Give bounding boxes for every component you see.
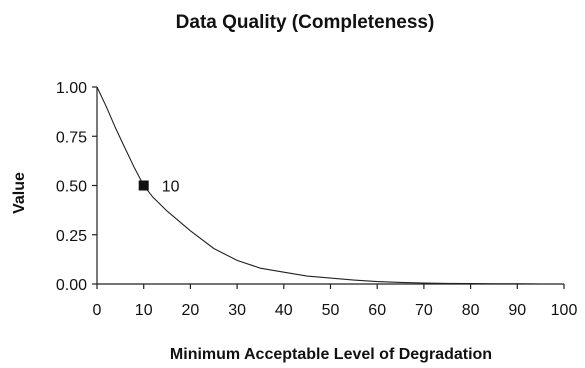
x-tick-label: 30 [228, 302, 246, 319]
x-ticks: 0 10 20 30 40 50 60 70 80 90 100 [93, 284, 578, 319]
plot-area: 0.00 0.25 0.50 0.75 1.00 0 10 20 30 40 50 60 70 80 90… [56, 80, 578, 319]
x-tick-label: 20 [182, 302, 200, 319]
y-axis-label: Value [11, 172, 28, 214]
y-tick-label: 1.00 [56, 80, 87, 97]
x-axis-label: Minimum Acceptable Level of Degradation [170, 346, 492, 363]
y-ticks: 0.00 0.25 0.50 0.75 1.00 [56, 80, 97, 294]
x-tick-label: 70 [415, 302, 433, 319]
series-line [96, 86, 564, 285]
x-tick-label: 90 [508, 302, 526, 319]
x-tick-label: 40 [275, 302, 293, 319]
y-tick-label: 0.00 [56, 277, 87, 294]
x-tick-label: 100 [551, 302, 578, 319]
highlight-label: 10 [162, 179, 180, 196]
highlight-marker [138, 180, 149, 191]
y-tick-label: 0.50 [56, 179, 87, 196]
x-tick-label: 50 [322, 302, 340, 319]
x-tick-label: 80 [462, 302, 480, 319]
chart-title: Data Quality (Completeness) [176, 12, 435, 33]
y-tick-label: 0.75 [56, 129, 87, 146]
x-tick-label: 10 [135, 302, 153, 319]
x-tick-label: 0 [93, 302, 102, 319]
x-tick-label: 60 [368, 302, 386, 319]
y-tick-label: 0.25 [56, 228, 87, 245]
